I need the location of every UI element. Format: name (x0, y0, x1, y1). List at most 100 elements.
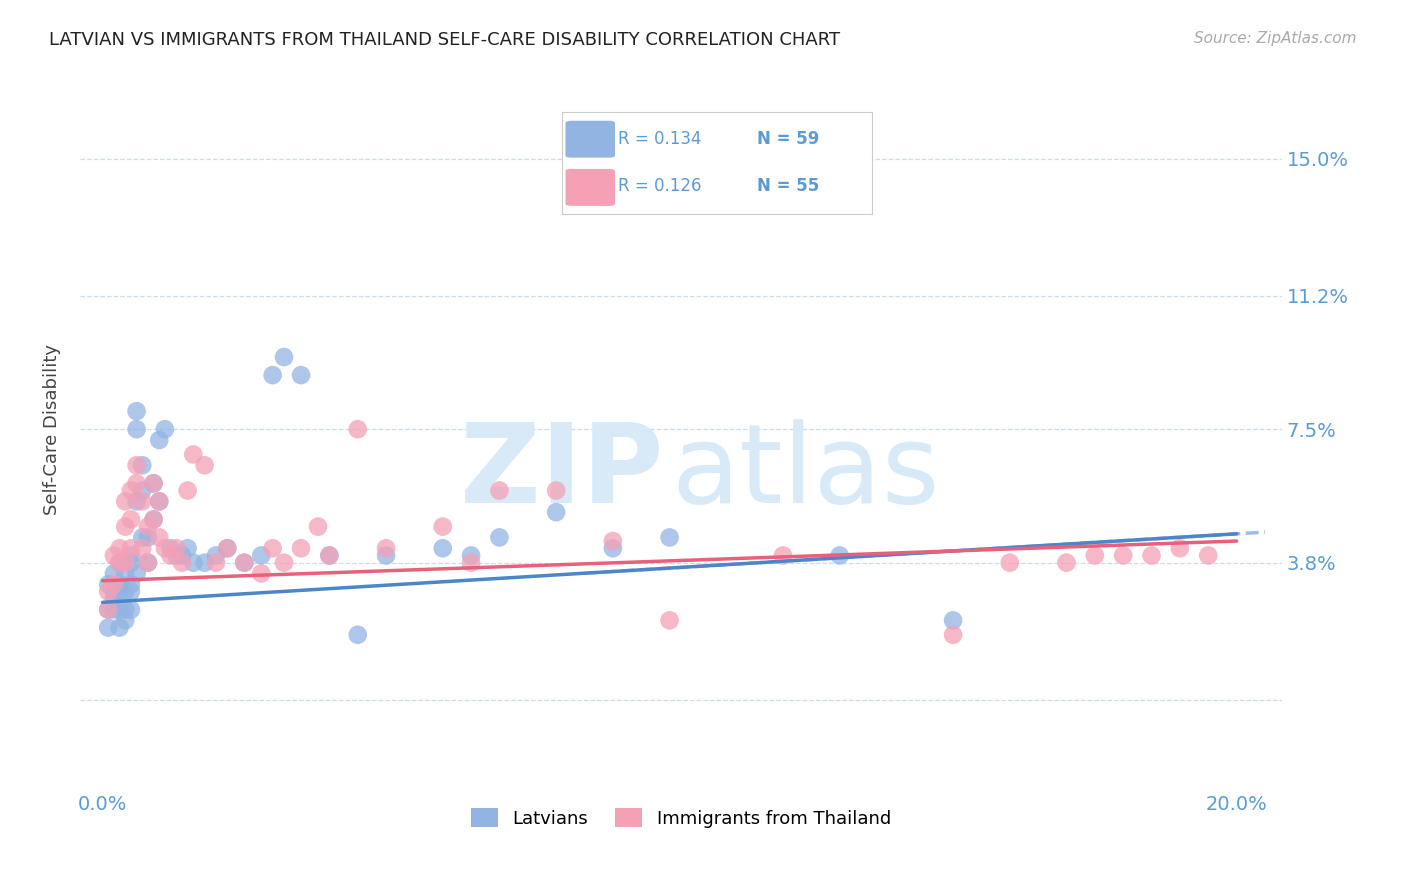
FancyBboxPatch shape (565, 169, 614, 206)
Point (165, 549, 187, 563)
Point (318, 549, 340, 563)
Point (658, 530, 681, 544)
Point (131, 530, 153, 544)
Point (262, 541, 284, 556)
Point (170, 549, 193, 563)
Point (136, 556, 159, 570)
Point (103, 566, 125, 581)
Point (97, 584, 120, 599)
Point (108, 584, 131, 599)
Point (159, 549, 181, 563)
Point (488, 530, 510, 544)
Point (136, 530, 159, 544)
Point (142, 476, 165, 491)
Point (176, 483, 198, 498)
Point (114, 584, 136, 599)
Point (148, 433, 170, 447)
Point (217, 541, 239, 556)
Point (250, 549, 273, 563)
Point (217, 541, 239, 556)
Point (114, 556, 136, 570)
Point (142, 512, 165, 526)
Point (375, 549, 398, 563)
Point (120, 577, 142, 591)
Point (108, 577, 131, 591)
Point (159, 541, 181, 556)
Point (108, 556, 131, 570)
Point (103, 584, 125, 599)
Point (125, 494, 148, 508)
Point (103, 577, 125, 591)
Point (194, 458, 217, 473)
Point (120, 549, 142, 563)
Point (307, 519, 329, 533)
Point (108, 541, 131, 556)
Point (153, 541, 176, 556)
Point (97, 602, 120, 616)
Y-axis label: Self-Care Disability: Self-Care Disability (44, 343, 60, 515)
Point (120, 541, 142, 556)
Point (233, 556, 256, 570)
Point (273, 556, 295, 570)
Point (131, 494, 153, 508)
Point (125, 458, 148, 473)
Point (942, 628, 965, 642)
Point (658, 614, 681, 628)
Point (136, 519, 159, 533)
Point (114, 566, 136, 581)
FancyBboxPatch shape (565, 120, 614, 158)
Point (103, 602, 125, 616)
Point (103, 549, 125, 563)
Point (488, 483, 510, 498)
Text: R = 0.126: R = 0.126 (619, 178, 702, 195)
Point (136, 556, 159, 570)
Point (1112, 549, 1135, 563)
Point (828, 549, 851, 563)
Point (131, 483, 153, 498)
Point (290, 541, 312, 556)
Point (772, 549, 794, 563)
Point (148, 530, 170, 544)
Point (131, 458, 153, 473)
Point (181, 447, 204, 461)
Point (120, 483, 142, 498)
Point (250, 566, 273, 581)
Point (346, 628, 368, 642)
Point (153, 422, 176, 436)
Point (176, 541, 198, 556)
Point (432, 519, 454, 533)
Point (125, 476, 148, 491)
Point (346, 422, 368, 436)
Point (375, 541, 398, 556)
Point (1197, 549, 1219, 563)
Point (125, 422, 148, 436)
Point (148, 494, 170, 508)
Point (1140, 549, 1163, 563)
Point (205, 556, 228, 570)
Point (273, 350, 295, 364)
Point (233, 556, 256, 570)
Text: N = 59: N = 59 (758, 130, 820, 148)
Point (290, 368, 312, 383)
Point (602, 541, 624, 556)
Point (1056, 556, 1078, 570)
Point (194, 556, 217, 570)
Point (546, 505, 568, 519)
Point (170, 556, 193, 570)
Point (1168, 541, 1191, 556)
Point (120, 556, 142, 570)
Point (181, 556, 204, 570)
Point (108, 602, 131, 616)
Point (120, 602, 142, 616)
Point (114, 519, 136, 533)
Point (142, 512, 165, 526)
Legend: Latvians, Immigrants from Thailand: Latvians, Immigrants from Thailand (464, 801, 898, 835)
Point (120, 512, 142, 526)
Point (998, 556, 1021, 570)
Point (103, 591, 125, 606)
Point (602, 534, 624, 549)
Point (114, 614, 136, 628)
Point (108, 556, 131, 570)
Point (148, 494, 170, 508)
Point (97, 577, 120, 591)
